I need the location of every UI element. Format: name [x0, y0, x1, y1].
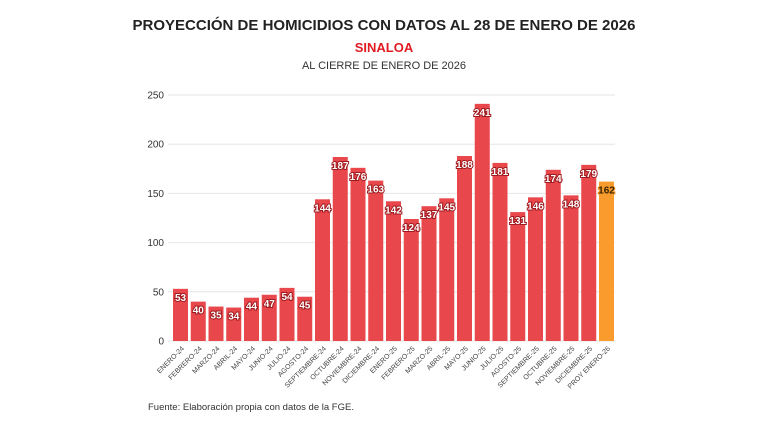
data-label: 144 [314, 203, 331, 214]
data-label: 142 [385, 205, 402, 216]
data-label: 47 [264, 299, 276, 310]
data-label: 174 [545, 174, 562, 185]
bar [457, 156, 472, 341]
y-tick-label: 150 [147, 189, 164, 200]
bar [581, 164, 597, 341]
chart-subtitle-secondary: AL CIERRE DE ENERO DE 2026 [301, 60, 467, 72]
bar [261, 294, 277, 341]
bar [315, 199, 330, 341]
y-tick-label: 0 [158, 337, 164, 348]
bar [297, 296, 313, 341]
bar [190, 301, 206, 341]
bar [386, 201, 401, 341]
data-label: 145 [438, 202, 455, 213]
data-label: 40 [193, 306, 205, 317]
data-label: 124 [403, 223, 420, 234]
bar [528, 197, 543, 341]
data-label: 54 [281, 292, 293, 303]
data-label: 137 [421, 210, 438, 221]
source-note: Fuente: Elaboración propia con datos de … [148, 402, 354, 413]
bar [332, 156, 348, 341]
bar [439, 198, 455, 341]
bar [279, 287, 295, 341]
y-tick-label: 50 [153, 287, 165, 298]
bar [474, 103, 490, 341]
bar [244, 297, 259, 341]
data-label: 53 [175, 293, 187, 304]
chart-title: PROYECCIÓN DE HOMICIDIOS CON DATOS AL 28… [132, 17, 636, 34]
data-label: 187 [332, 161, 349, 172]
data-label: 146 [527, 201, 544, 212]
bar [421, 206, 437, 341]
data-label: 163 [367, 185, 384, 196]
data-label: 45 [299, 301, 311, 312]
y-tick-label: 200 [147, 140, 164, 151]
data-label: 34 [228, 312, 240, 323]
data-label: 148 [563, 199, 580, 210]
bar [226, 307, 242, 341]
bar [545, 169, 561, 341]
bar [599, 181, 614, 341]
chart-subtitle: SINALOA [354, 40, 414, 55]
bar [368, 180, 384, 341]
data-label: 241 [474, 108, 491, 119]
data-label: 44 [246, 302, 258, 313]
bar [510, 212, 526, 341]
bar [350, 167, 366, 341]
data-label: 131 [509, 216, 526, 227]
data-label: 176 [350, 172, 367, 183]
data-label: 181 [492, 167, 509, 178]
bar [173, 288, 188, 341]
bar [208, 306, 224, 341]
data-label: 35 [210, 311, 222, 322]
y-tick-label: 250 [147, 91, 164, 102]
bar [403, 218, 419, 341]
bar [492, 162, 508, 341]
bar [563, 195, 579, 341]
y-tick-label: 100 [147, 238, 164, 249]
data-label: 162 [598, 186, 615, 197]
data-label: 179 [580, 169, 597, 180]
data-label: 188 [456, 160, 473, 171]
